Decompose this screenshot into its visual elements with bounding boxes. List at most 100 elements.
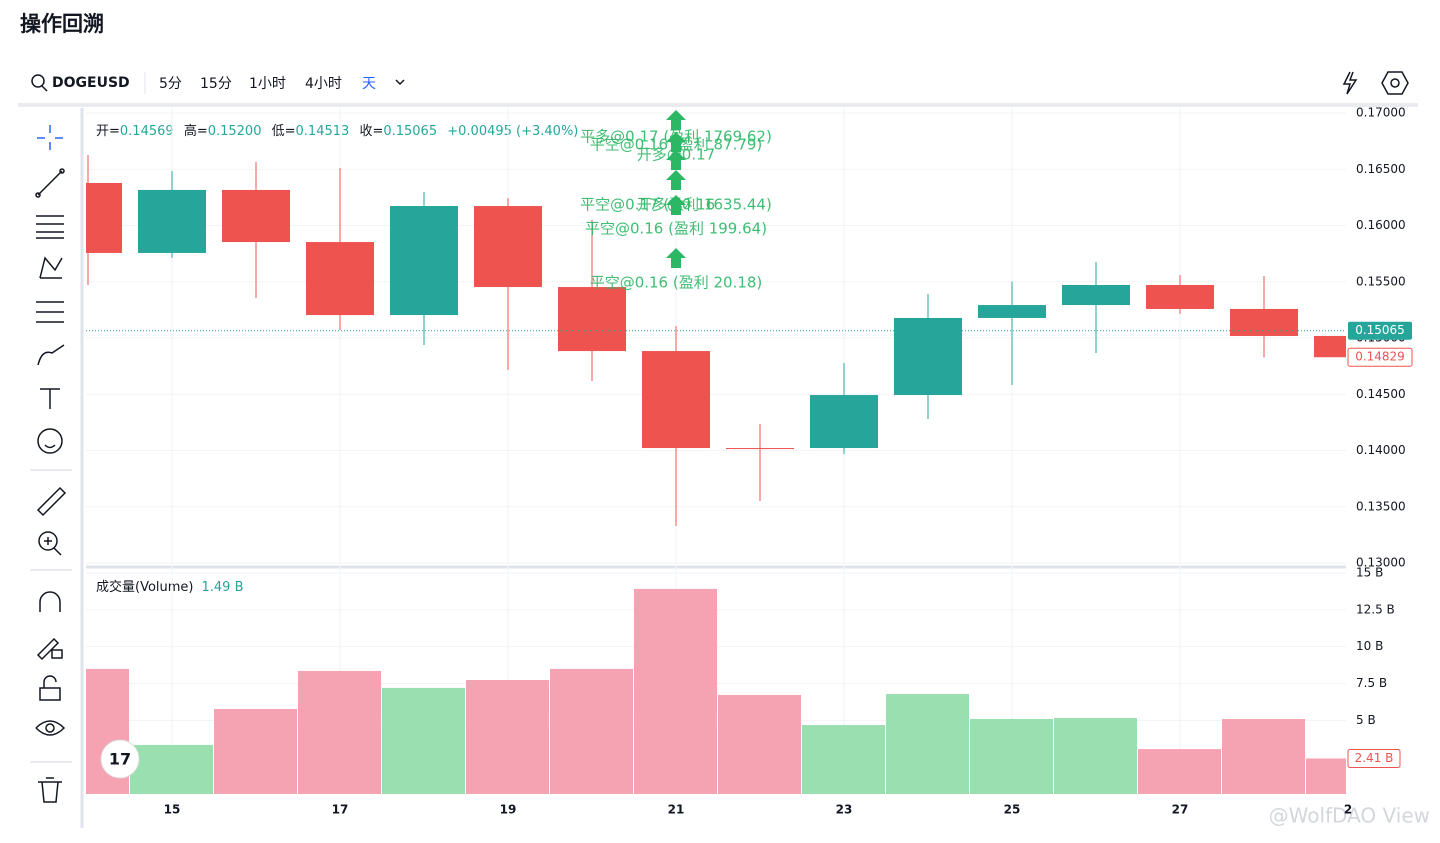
volume-bar [1054,717,1137,794]
legend-label: 开= [96,124,120,139]
y-tick-label: 0.14500 [1356,387,1406,401]
watermark: @WolfDAO View [1269,804,1430,828]
volume-bar [802,725,885,794]
candle-body [138,189,206,253]
legend-label: 收= [359,124,383,139]
x-tick-label: 25 [1004,803,1021,817]
trade-annotation: 平空@0.16 (盈利 87.79) [590,136,763,154]
overlay: 平多@0.17 (盈利 1769.62)平空@0.16 (盈利 87.79)开多… [580,110,772,292]
legend-value: 0.14513 [296,124,350,139]
dropdown[interactable] [395,79,405,86]
page-title: 操作回溯 [20,12,104,36]
tv-logo-text: 𝟭𝟳 [109,750,131,769]
trade-arrow [666,248,686,268]
volume-bar [886,693,969,794]
volume-legend: 成交量(Volume) 1.49 B [96,579,244,595]
legend-label: 高= [184,123,208,139]
interval[interactable]: 1小时 [249,76,286,92]
alert-icon[interactable] [1342,71,1358,95]
volume-bar [1138,749,1221,794]
toolbar: DOGEUSD 5分 15分 1小时 4小时 天 [31,71,1409,95]
candle-body [86,182,122,253]
y-tick-label: 10 B [1356,639,1383,653]
volume-bar [718,694,801,794]
legend-value: 0.15200 [208,124,262,139]
interval[interactable]: 15分 [200,76,232,92]
volume-value: 1.49 B [202,580,244,595]
candle-body [390,206,458,316]
volume-bar [466,679,549,794]
volume-label: 成交量(Volume) [96,579,194,595]
y-tick-label: 7.5 B [1356,676,1387,690]
tv-logo[interactable] [100,739,140,779]
trade-annotation: 平空@0.16 (盈利 20.18) [590,274,763,292]
plot [86,108,1346,794]
volume-bar [1222,719,1305,794]
candle-body [1230,308,1298,336]
y-tick-label: 0.16500 [1356,162,1406,176]
y-tick-label: 15 B [1356,566,1383,580]
trade-annotation: 平空@0.17 (盈利 1635.44) [580,196,772,214]
drawing-toolbar [30,125,72,803]
interval[interactable]: 4小时 [305,76,342,92]
candle-body [726,448,794,450]
ohlc-legend: 开=0.14569 高=0.15200 低=0.14513 收=0.15065 … [96,123,578,139]
y-tick-label: 0.15500 [1356,274,1406,288]
volume-bar [298,670,381,794]
candle-body [978,305,1046,318]
y-tick-label: 12.5 B [1356,602,1395,616]
legend-change: +0.00495 (+3.40%) [447,124,578,139]
candle-body [1146,285,1214,309]
interval[interactable]: 5分 [159,76,182,92]
candle-body [222,189,290,243]
y-tick-label: 0.16000 [1356,218,1406,232]
x-tick-label: 15 [164,803,181,817]
candle-body [810,395,878,449]
volume-bar [970,719,1053,794]
volume-bar [634,588,717,794]
trade-arrow [666,170,686,190]
x-tick-label: 27 [1172,803,1189,817]
candle-body [642,351,710,449]
candle-body [1062,285,1130,306]
volume-bar [382,687,465,794]
y-tick-label: 0.17000 [1356,106,1406,120]
volume-bar [1306,758,1346,794]
candle-body [894,317,962,396]
volume-bar [214,708,297,794]
volume-tag-label: 2.41 B [1355,751,1394,765]
y-tick-label: 0.13000 [1356,556,1406,570]
x-tick-label: 21 [668,803,685,817]
candle-body [474,206,542,288]
trade-arrow [666,132,686,152]
y-tick-label: 5 B [1356,713,1376,727]
trade-arrow [666,110,686,130]
symbol[interactable]: DOGEUSD [52,75,130,91]
legend-value: 0.14569 [120,124,174,139]
interval-active[interactable]: 天 [362,76,376,92]
volume-bar [130,744,213,794]
candle-body [558,287,626,352]
price-tag [1347,347,1413,367]
trade-annotation: 平空@0.16 (盈利 199.64) [585,220,767,238]
trade-annotation: 开多@0.16 [637,196,715,214]
price-tag [1348,321,1412,340]
price-tag-label: 0.14829 [1355,350,1405,364]
x-tick-label: 23 [836,803,853,817]
legend-value: 0.15065 [383,124,437,139]
separator [18,103,1418,107]
legend-label: 低= [272,124,296,139]
y-tick-label: 0.13500 [1356,499,1406,513]
trade-annotation: 平多@0.17 (盈利 1769.62) [580,128,772,146]
x-tick-label: 19 [500,803,517,817]
y-tick-label: 0.14000 [1356,443,1406,457]
trade-annotation: 开多@0.17 [637,146,715,164]
x-tick-label: 2 [1344,803,1352,817]
settings-icon[interactable] [1381,71,1409,95]
volume-bar [550,668,633,794]
trade-arrow [666,150,686,170]
price-tag-label: 0.15065 [1355,323,1405,337]
volume-tag [1347,748,1401,768]
x-tick-label: 17 [332,803,349,817]
